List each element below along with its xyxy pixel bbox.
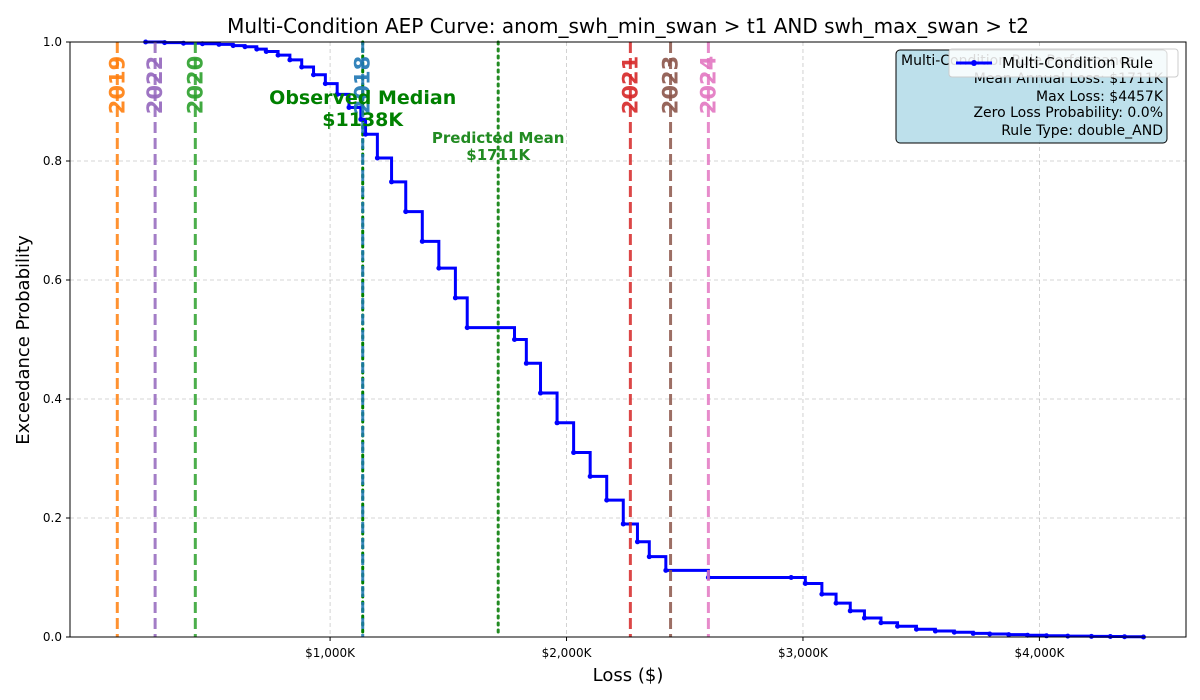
year-line-label: 2019 bbox=[105, 56, 129, 114]
y-tick-label: 0.6 bbox=[43, 273, 62, 287]
aep-data-point bbox=[1044, 633, 1049, 639]
aep-data-point bbox=[932, 628, 938, 634]
aep-data-point bbox=[538, 390, 544, 396]
aep-data-point bbox=[299, 64, 305, 70]
aep-data-point bbox=[663, 567, 669, 573]
aep-data-point bbox=[833, 600, 839, 606]
aep-data-point bbox=[311, 72, 317, 78]
aep-data-point bbox=[374, 155, 380, 161]
x-tick-label: $2,000K bbox=[542, 646, 593, 660]
legend-marker bbox=[971, 60, 977, 66]
x-axis-ticks: $1,000K $2,000K $3,000K $4,000K bbox=[305, 637, 1065, 660]
aep-data-point bbox=[895, 623, 901, 629]
aep-data-point bbox=[847, 608, 853, 614]
annotations: Observed Median$1138K Predicted Mean$1711… bbox=[269, 87, 564, 164]
aep-data-point bbox=[403, 209, 409, 215]
year-line-label: 2018 bbox=[351, 56, 375, 114]
aep-data-point bbox=[512, 337, 518, 342]
aep-data-point bbox=[363, 131, 369, 137]
year-line-label: 2024 bbox=[696, 56, 720, 114]
aep-data-point bbox=[452, 295, 458, 301]
aep-data-point bbox=[554, 420, 560, 426]
aep-data-point bbox=[334, 91, 340, 97]
predicted-mean-value: $1711K bbox=[466, 146, 531, 164]
aep-data-point bbox=[987, 631, 993, 637]
x-tick-label: $3,000K bbox=[778, 646, 829, 660]
stats-zero-loss: Zero Loss Probability: 0.0% bbox=[973, 105, 1163, 121]
aep-data-point bbox=[162, 40, 168, 46]
year-lines: 2019 2022 2020 2018 2021 2023 2024 bbox=[105, 42, 720, 637]
y-axis-title: Exceedance Probability bbox=[13, 235, 34, 445]
stats-rule-type: Rule Type: double_AND bbox=[1001, 123, 1163, 139]
y-tick-label: 1.0 bbox=[43, 35, 62, 49]
predicted-mean-label: Predicted Mean bbox=[432, 129, 565, 147]
aep-data-point bbox=[571, 450, 577, 456]
aep-data-point bbox=[419, 238, 425, 244]
plot-frame bbox=[69, 41, 1187, 638]
aep-data-point bbox=[346, 104, 352, 110]
x-tick-label: $1,000K bbox=[305, 646, 356, 660]
aep-data-point bbox=[464, 325, 470, 331]
aep-data-point bbox=[180, 40, 186, 46]
aep-data-point bbox=[263, 49, 269, 55]
aep-data-point bbox=[1065, 633, 1071, 639]
legend-box bbox=[948, 48, 1179, 78]
y-tick-label: 0.2 bbox=[43, 511, 62, 525]
aep-data-point bbox=[587, 473, 593, 479]
observed-median-label: Observed Median bbox=[269, 87, 456, 109]
year-line-label: 2022 bbox=[143, 56, 167, 114]
aep-data-point bbox=[951, 629, 957, 635]
chart-title: Multi-Condition AEP Curve: anom_swh_min_… bbox=[227, 14, 1029, 38]
x-tick-label: $4,000K bbox=[1014, 646, 1065, 660]
aep-data-point bbox=[646, 554, 652, 560]
aep-data-point bbox=[802, 580, 808, 586]
aep-data-point bbox=[913, 626, 919, 632]
year-line-label: 2021 bbox=[618, 56, 642, 114]
observed-median-value: $1138K bbox=[322, 109, 404, 131]
aep-data-point bbox=[1025, 632, 1031, 638]
aep-data-point bbox=[216, 41, 222, 47]
aep-data-point bbox=[287, 57, 293, 63]
aep-data-point bbox=[604, 497, 610, 503]
aep-data-point bbox=[436, 265, 442, 271]
legend-label: Multi-Condition Rule bbox=[1002, 54, 1153, 72]
aep-data-point bbox=[788, 575, 794, 580]
aep-data-point bbox=[242, 44, 248, 50]
x-axis-title: Loss ($) bbox=[593, 665, 664, 686]
aep-data-point bbox=[634, 539, 640, 545]
aep-data-point bbox=[1006, 632, 1012, 638]
aep-data-point bbox=[1088, 633, 1094, 639]
aep-data-point bbox=[819, 591, 825, 597]
y-tick-label: 0.4 bbox=[43, 392, 62, 406]
y-axis-ticks: 0.0 0.2 0.4 0.6 0.8 1.0 bbox=[43, 35, 70, 644]
aep-data-point bbox=[322, 81, 328, 87]
year-line-label: 2023 bbox=[659, 56, 683, 114]
aep-data-point bbox=[878, 620, 884, 626]
year-line-label: 2020 bbox=[183, 56, 207, 114]
aep-data-point bbox=[275, 52, 281, 58]
aep-data-point bbox=[199, 41, 205, 47]
stats-max-loss: Max Loss: $4457K bbox=[1036, 89, 1164, 105]
y-tick-label: 0.8 bbox=[43, 154, 62, 168]
legend: Multi-Condition Rule bbox=[948, 48, 1179, 78]
aep-data-point bbox=[230, 43, 236, 49]
aep-data-point bbox=[389, 179, 395, 185]
series-layer bbox=[143, 39, 1146, 640]
aep-data-point bbox=[358, 116, 364, 122]
aep-data-point bbox=[970, 630, 976, 636]
aep-data-point bbox=[620, 521, 626, 527]
aep-data-point bbox=[861, 615, 867, 621]
aep-data-point bbox=[254, 46, 260, 52]
y-tick-label: 0.0 bbox=[43, 630, 62, 644]
aep-data-point bbox=[523, 360, 529, 366]
